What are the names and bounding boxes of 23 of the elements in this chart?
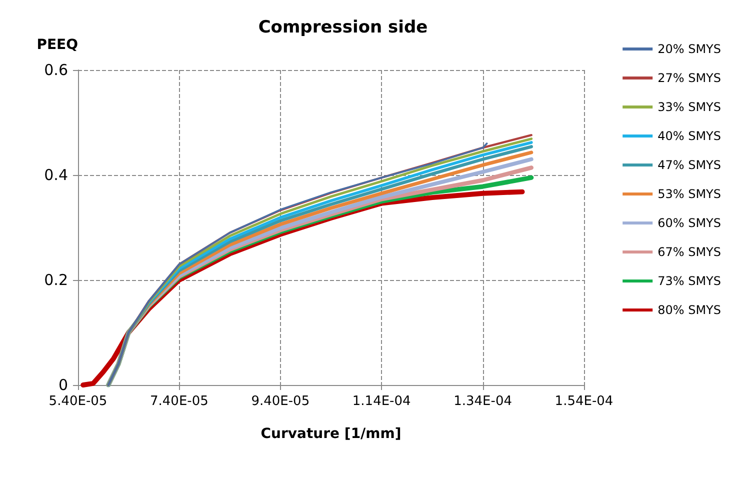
legend-label: 33% SMYS (658, 100, 721, 114)
x-tick-label: 1.54E-04 (554, 394, 614, 409)
x-axis-title: Curvature [1/mm] (260, 426, 402, 442)
y-axis-title: PEEQ (36, 37, 78, 53)
x-tick-label: 1.34E-04 (454, 394, 512, 409)
legend-label: 60% SMYS (658, 216, 721, 230)
legend-label: 20% SMYS (658, 42, 721, 56)
y-tick-label: 0.2 (44, 271, 68, 289)
legend-label: 27% SMYS (658, 71, 721, 85)
legend-label: 67% SMYS (658, 245, 721, 259)
y-tick-label: 0.4 (44, 166, 68, 184)
legend-label: 40% SMYS (658, 129, 721, 143)
y-tick-label: 0 (58, 376, 68, 394)
legend-label: 53% SMYS (658, 187, 721, 201)
chart-title: Compression side (258, 18, 428, 38)
legend-label: 80% SMYS (658, 303, 721, 317)
legend-label: 73% SMYS (658, 274, 721, 288)
y-tick-label: 0.6 (44, 61, 68, 79)
x-tick-label: 9.40E-05 (251, 394, 310, 409)
x-tick-label: 7.40E-05 (150, 394, 208, 409)
x-tick-label: 5.40E-05 (48, 394, 108, 409)
legend-label: 47% SMYS (658, 158, 721, 172)
x-tick-label: 1.14E-04 (352, 394, 411, 409)
